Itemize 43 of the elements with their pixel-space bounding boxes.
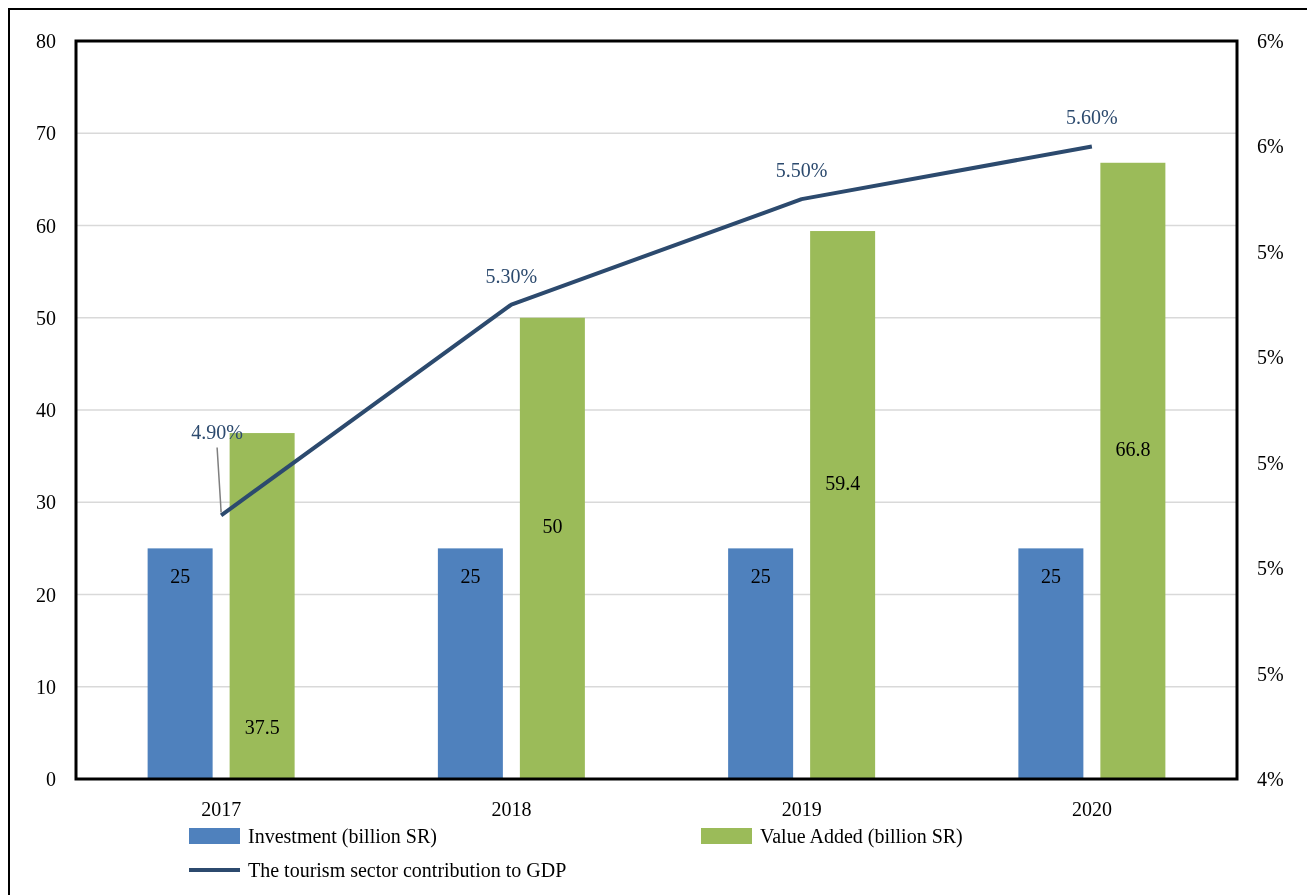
y-tick-label: 40 (36, 399, 56, 421)
legend-label: The tourism sector contribution to GDP (248, 859, 567, 881)
x-tick-label: 2017 (201, 798, 242, 820)
y2-tick-label: 5% (1257, 557, 1284, 580)
data-label: 25 (750, 565, 771, 588)
y-tick-label: 50 (36, 306, 56, 329)
legend-label: Investment (billion SR) (248, 825, 437, 848)
y-tick-label: 60 (36, 214, 56, 237)
y-tick-label: 30 (36, 491, 56, 514)
data-label: 25 (170, 565, 191, 588)
y-tick-label: 20 (36, 583, 56, 606)
bar (147, 548, 213, 779)
data-label: 25 (460, 565, 481, 588)
data-label: 59.4 (825, 472, 861, 495)
data-label: 25 (1040, 565, 1061, 588)
data-label: 5.60% (1066, 106, 1118, 129)
y2-tick-label: 4% (1257, 768, 1284, 790)
y-tick-label: 10 (36, 675, 56, 698)
x-tick-label: 2020 (1071, 798, 1112, 820)
y2-tick-label: 6% (1257, 135, 1284, 158)
bar (810, 231, 876, 779)
bar (519, 317, 585, 779)
data-label: 5.50% (775, 159, 828, 182)
bar (1018, 548, 1084, 779)
bar (437, 548, 503, 779)
y2-tick-label: 6% (1257, 30, 1284, 52)
data-label: 5.30% (485, 264, 538, 287)
y-tick-label: 70 (36, 122, 56, 145)
data-label: 4.90% (191, 421, 243, 444)
y-tick-label: 80 (36, 30, 56, 52)
x-tick-label: 2019 (781, 798, 822, 820)
y2-tick-label: 5% (1257, 240, 1284, 263)
y2-tick-label: 5% (1257, 346, 1284, 369)
bar (1100, 162, 1166, 779)
y-tick-label: 0 (46, 768, 56, 790)
data-label: 37.5 (244, 716, 280, 739)
bar (728, 548, 794, 779)
data-label: 66.8 (1115, 437, 1151, 460)
legend-label: Value Added (billion SR) (760, 825, 963, 848)
x-tick-label: 2018 (491, 798, 532, 820)
data-label: 50 (542, 515, 563, 538)
y2-tick-label: 5% (1257, 662, 1284, 685)
y2-tick-label: 5% (1257, 451, 1284, 474)
